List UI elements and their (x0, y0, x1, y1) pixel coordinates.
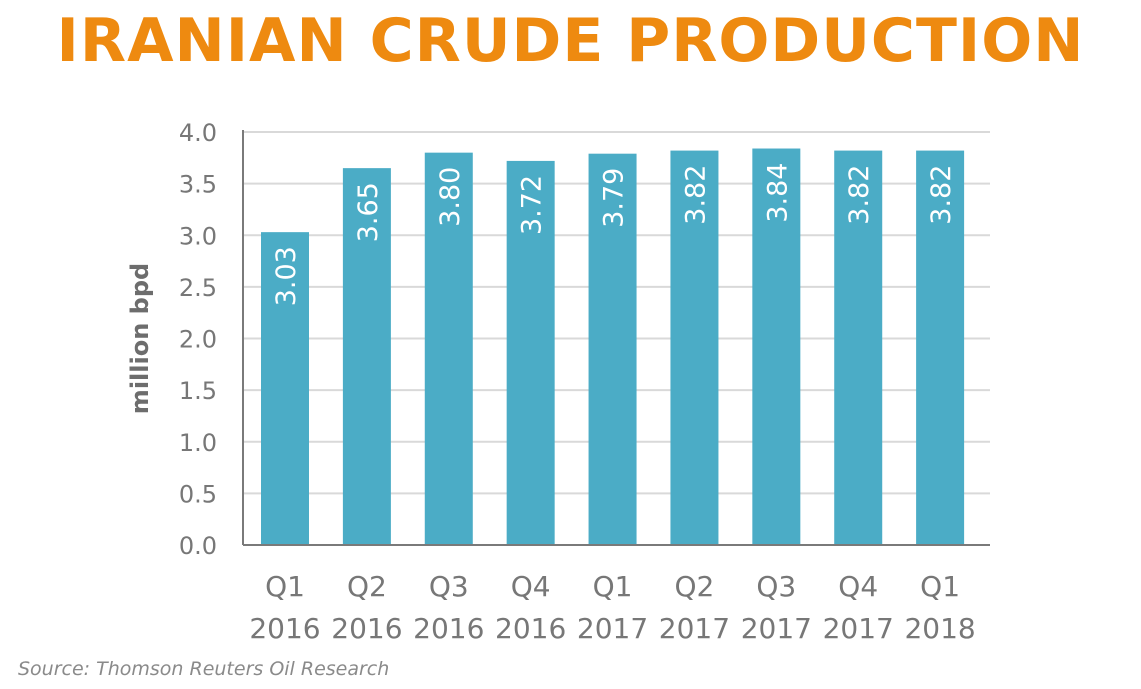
y-tick-label: 2.5 (179, 274, 217, 302)
bar (506, 160, 555, 545)
bar-value-label: 3.82 (926, 165, 957, 225)
bar (916, 150, 965, 545)
y-tick-label: 2.0 (179, 326, 217, 354)
y-tick-label: 1.0 (179, 429, 217, 457)
bar (752, 148, 801, 545)
x-tick-label-quarter: Q2 (675, 570, 715, 603)
y-tick-label: 0.5 (179, 480, 217, 508)
x-tick-label-year: 2016 (331, 612, 402, 645)
bar (670, 150, 719, 545)
bar-value-label: 3.80 (435, 167, 466, 227)
chart-title: IRANIAN CRUDE PRODUCTION (56, 6, 1085, 76)
bar-value-label: 3.03 (271, 246, 302, 306)
x-tick-label-quarter: Q1 (920, 570, 960, 603)
y-tick-label: 1.5 (179, 377, 217, 405)
x-tick-label-quarter: Q3 (756, 570, 796, 603)
y-tick-label: 3.5 (179, 171, 217, 199)
bar-value-label: 3.82 (680, 165, 711, 225)
x-tick-label-year: 2016 (495, 612, 566, 645)
x-tick-label-quarter: Q2 (347, 570, 387, 603)
bar-value-label: 3.82 (844, 165, 875, 225)
x-tick-label-quarter: Q4 (511, 570, 551, 603)
x-tick-label-quarter: Q1 (593, 570, 633, 603)
x-tick-label-year: 2017 (577, 612, 648, 645)
bar (342, 168, 391, 545)
x-tick-label-quarter: Q3 (429, 570, 469, 603)
bar-chart: 0.0 0.5 1.0 1.5 2.0 2.5 3.0 3.5 4.0 million bpd 3.… (126, 119, 990, 645)
x-tick-label-year: 2017 (659, 612, 730, 645)
x-tick-label-quarter: Q1 (265, 570, 305, 603)
source-note: Source: Thomson Reuters Oil Research (18, 658, 390, 680)
bar-value-label: 3.84 (762, 163, 793, 223)
y-tick-label: 3.0 (179, 222, 217, 250)
x-tick-label-quarter: Q4 (838, 570, 878, 603)
y-tick-label: 4.0 (179, 119, 217, 147)
x-tick-label-year: 2016 (249, 612, 320, 645)
bar-value-label: 3.72 (517, 175, 548, 235)
bar (424, 152, 473, 545)
bar (261, 232, 309, 545)
bar (588, 153, 637, 545)
y-axis-title: million bpd (126, 263, 154, 414)
x-tick-label-year: 2018 (904, 612, 975, 645)
bar-value-label: 3.79 (599, 168, 630, 228)
bar (834, 150, 883, 545)
x-tick-label-year: 2017 (741, 612, 812, 645)
bar-value-label: 3.65 (353, 182, 384, 242)
x-tick-label-year: 2016 (413, 612, 484, 645)
y-tick-label: 0.0 (179, 532, 217, 560)
x-tick-label-year: 2017 (823, 612, 894, 645)
